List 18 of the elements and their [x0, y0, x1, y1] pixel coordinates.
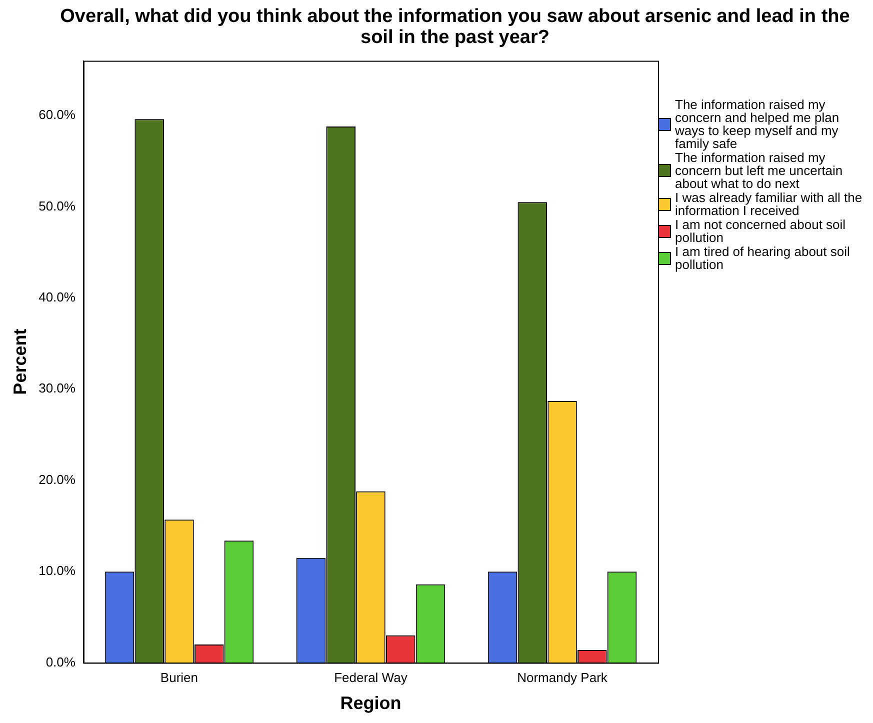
y-tick-label: 60.0%	[38, 107, 76, 122]
x-tick-label: Normandy Park	[517, 670, 608, 686]
x-tick-label: Federal Way	[334, 670, 408, 686]
legend-label: The information raised my concern but left me uncertain about what to do next	[675, 150, 844, 191]
legend-label: I was already familiar with all the information I received	[675, 190, 864, 218]
y-tick-label: 20.0%	[38, 472, 76, 487]
legend-label: The information raised my concern and helped me plan ways to keep myself and my family safe	[675, 97, 840, 151]
chart-title: Overall, what did you think about the information you saw about arsenic and lead in the soil in the past year?	[60, 6, 850, 48]
legend-label: I am tired of hearing about soil pollution	[675, 244, 851, 272]
y-tick-label: 30.0%	[38, 380, 76, 396]
y-tick-label: 10.0%	[38, 563, 76, 578]
y-tick-label: 0.0%	[46, 654, 76, 670]
legend-label: I am not concerned about soil pollution	[675, 217, 847, 245]
x-axis-title: Region	[340, 693, 402, 714]
y-tick-label: 50.0%	[38, 198, 76, 214]
y-axis-title: Percent	[10, 328, 30, 395]
y-tick-label: 40.0%	[38, 290, 76, 305]
x-tick-label: Burien	[160, 670, 198, 686]
